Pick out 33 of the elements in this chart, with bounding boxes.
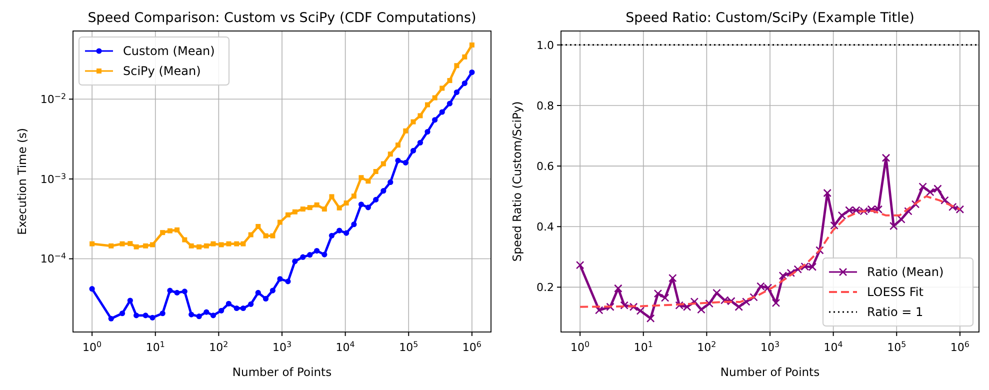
x-tick-label: 10$^{1}$	[146, 340, 165, 354]
x-axis-title: Number of Points	[232, 365, 332, 379]
legend-label: Custom (Mean)	[123, 44, 215, 58]
y-tick-label: 0.8	[536, 99, 554, 112]
y-axis-title: Speed Ratio (Custom/SciPy)	[510, 101, 524, 262]
x-tick-label: 10$^{4}$	[824, 340, 843, 354]
x-tick-label: 10$^{2}$	[697, 340, 716, 354]
x-tick-label: 10$^{3}$	[272, 340, 292, 354]
y-tick-label: 0.2	[536, 281, 554, 294]
x-tick-label: 10$^{4}$	[336, 340, 355, 354]
x-tick-label: 10$^{5}$	[887, 340, 906, 354]
y-axis-title: Execution Time (s)	[15, 128, 29, 235]
x-axis-title: Number of Points	[720, 365, 820, 379]
y-tick-label: 10$^{−4}$	[40, 251, 66, 266]
legend-label: Ratio = 1	[867, 305, 924, 320]
x-tick-label: 10$^{1}$	[634, 340, 653, 354]
chart-title: Speed Comparison: Custom vs SciPy (CDF Computations)	[88, 10, 476, 26]
x-tick-label: 10$^{0}$	[570, 340, 590, 354]
x-tick-label: 10$^{6}$	[950, 340, 970, 354]
y-tick-label: 1.0	[536, 38, 554, 52]
legend-label: Ratio (Mean)	[867, 265, 944, 280]
legend-label: SciPy (Mean)	[123, 64, 201, 78]
y-tick-label: 10$^{−3}$	[40, 171, 66, 186]
y-tick-label: 0.6	[536, 160, 554, 173]
x-tick-label: 10$^{0}$	[82, 340, 102, 354]
x-tick-label: 10$^{5}$	[399, 340, 418, 354]
y-tick-label: 0.4	[536, 220, 554, 234]
y-tick-label: 10$^{−2}$	[40, 91, 66, 106]
chart-title: Speed Ratio: Custom/SciPy (Example Title)	[626, 10, 914, 26]
x-tick-label: 10$^{6}$	[462, 340, 482, 354]
x-tick-label: 10$^{2}$	[209, 340, 228, 354]
x-tick-label: 10$^{3}$	[760, 340, 780, 354]
legend-label: LOESS Fit	[867, 285, 924, 300]
